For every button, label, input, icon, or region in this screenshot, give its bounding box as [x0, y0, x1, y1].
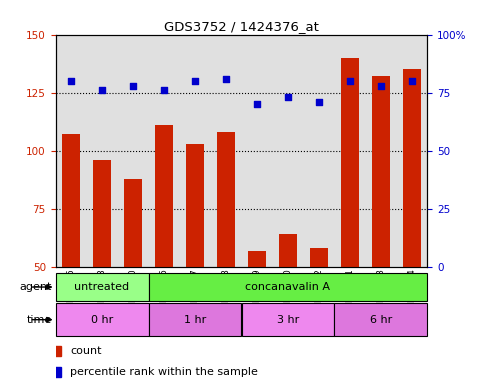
Bar [272, 35, 303, 267]
Bar [334, 35, 366, 267]
Bar [335, 303, 427, 336]
Bar [341, 58, 359, 383]
Bar [372, 76, 390, 383]
Bar [180, 35, 211, 267]
Bar [56, 273, 149, 301]
Bar [62, 134, 80, 383]
Point [346, 78, 354, 84]
Point [253, 101, 261, 108]
Text: time: time [27, 314, 52, 325]
Bar [211, 35, 242, 267]
Bar [86, 35, 117, 267]
Point [408, 78, 416, 84]
Bar [403, 70, 421, 383]
Point [377, 83, 385, 89]
Point [191, 78, 199, 84]
Bar [56, 35, 86, 267]
Bar [366, 35, 397, 267]
Bar [56, 303, 149, 336]
Bar [149, 35, 180, 267]
Text: count: count [71, 346, 102, 356]
Bar [397, 35, 427, 267]
Text: 6 hr: 6 hr [370, 314, 392, 325]
Point [98, 87, 106, 93]
Bar [186, 144, 204, 383]
Point [222, 76, 230, 82]
Text: percentile rank within the sample: percentile rank within the sample [71, 367, 258, 377]
Point [284, 94, 292, 100]
Bar [117, 35, 149, 267]
Title: GDS3752 / 1424376_at: GDS3752 / 1424376_at [164, 20, 319, 33]
Text: 3 hr: 3 hr [277, 314, 299, 325]
Point [160, 87, 168, 93]
Bar [155, 125, 173, 383]
Bar [149, 273, 427, 301]
Bar [242, 303, 334, 336]
Bar [217, 132, 235, 383]
Text: untreated: untreated [74, 282, 129, 292]
Text: 1 hr: 1 hr [184, 314, 206, 325]
Bar [124, 179, 142, 383]
Point [315, 99, 323, 105]
Text: concanavalin A: concanavalin A [245, 282, 330, 292]
Text: agent: agent [19, 282, 52, 292]
Bar [242, 35, 272, 267]
Text: 0 hr: 0 hr [91, 314, 113, 325]
Bar [310, 248, 328, 383]
Bar [303, 35, 334, 267]
Point [129, 83, 137, 89]
Bar [149, 303, 242, 336]
Point [67, 78, 75, 84]
Bar [279, 234, 297, 383]
Bar [248, 251, 266, 383]
Bar [93, 160, 112, 383]
